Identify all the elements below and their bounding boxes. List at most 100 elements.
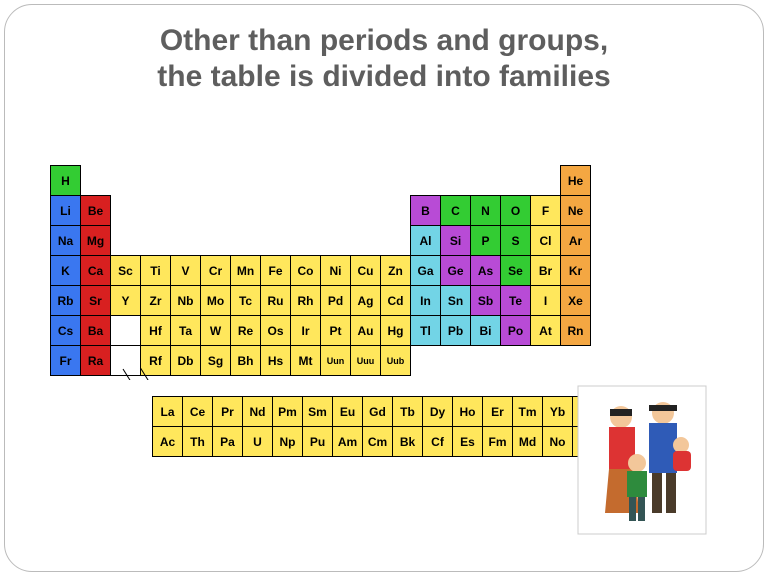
empty-cell	[381, 226, 411, 256]
empty-cell	[141, 196, 171, 226]
element-cell-Cd: Cd	[381, 286, 411, 316]
element-cell-Tc: Tc	[231, 286, 261, 316]
element-cell-K: K	[51, 256, 81, 286]
element-cell-Uun: Uun	[321, 346, 351, 376]
element-cell-Hf: Hf	[141, 316, 171, 346]
element-cell-Er: Er	[483, 397, 513, 427]
element-cell-Co: Co	[291, 256, 321, 286]
periodic-table: HHeLiBeBCNOFNeNaMgAlSiPSClArKCaScTiVCrMn…	[50, 165, 603, 457]
element-cell-Th: Th	[183, 427, 213, 457]
element-cell-Cl: Cl	[531, 226, 561, 256]
element-cell-Al: Al	[411, 226, 441, 256]
element-cell-Ho: Ho	[453, 397, 483, 427]
empty-cell	[141, 166, 171, 196]
empty-cell	[261, 226, 291, 256]
element-cell-Ar: Ar	[561, 226, 591, 256]
element-cell-U: U	[243, 427, 273, 457]
empty-cell	[441, 166, 471, 196]
empty-cell	[321, 196, 351, 226]
empty-cell	[231, 226, 261, 256]
element-cell-Kr: Kr	[561, 256, 591, 286]
element-cell-No: No	[543, 427, 573, 457]
periodic-row: CsBaHfTaWReOsIrPtAuHgTlPbBiPoAtRn	[51, 316, 591, 346]
element-cell-Sr: Sr	[81, 286, 111, 316]
element-cell-Pa: Pa	[213, 427, 243, 457]
element-cell-Ne: Ne	[561, 196, 591, 226]
element-cell-F: F	[531, 196, 561, 226]
element-cell-Fr: Fr	[51, 346, 81, 376]
empty-cell	[111, 196, 141, 226]
element-cell-Yb: Yb	[543, 397, 573, 427]
element-cell-Pd: Pd	[321, 286, 351, 316]
element-cell-Zr: Zr	[141, 286, 171, 316]
slide-frame: Other than periods and groups, the table…	[4, 4, 764, 572]
element-cell-Br: Br	[531, 256, 561, 286]
element-cell-Po: Po	[501, 316, 531, 346]
empty-cell	[201, 226, 231, 256]
periodic-table-fblock: LaCePrNdPmSmEuGdTbDyHoErTmYbLuAcThPaUNpP…	[152, 396, 603, 457]
periodic-row: NaMgAlSiPSClAr	[51, 226, 591, 256]
element-cell-V: V	[171, 256, 201, 286]
element-cell-Db: Db	[171, 346, 201, 376]
element-cell-Fm: Fm	[483, 427, 513, 457]
element-cell-Mn: Mn	[231, 256, 261, 286]
empty-cell	[291, 196, 321, 226]
element-cell-Pm: Pm	[273, 397, 303, 427]
periodic-row: RbSrYZrNbMoTcRuRhPdAgCdInSnSbTeIXe	[51, 286, 591, 316]
element-cell-Au: Au	[351, 316, 381, 346]
title-line-2: the table is divided into families	[157, 60, 610, 93]
empty-cell	[381, 196, 411, 226]
element-cell-Mt: Mt	[291, 346, 321, 376]
title-line-1: Other than periods and groups,	[160, 24, 608, 57]
element-cell-Sb: Sb	[471, 286, 501, 316]
element-cell-Mo: Mo	[201, 286, 231, 316]
element-cell-Tl: Tl	[411, 316, 441, 346]
empty-cell	[471, 346, 501, 376]
element-cell-Hg: Hg	[381, 316, 411, 346]
empty-cell	[321, 226, 351, 256]
empty-cell	[111, 166, 141, 196]
empty-cell	[561, 346, 591, 376]
empty-cell	[231, 166, 261, 196]
empty-cell	[501, 166, 531, 196]
empty-cell	[531, 346, 561, 376]
empty-cell	[351, 226, 381, 256]
periodic-row: FrRaRfDbSgBhHsMtUunUuuUub	[51, 346, 591, 376]
empty-cell	[201, 196, 231, 226]
empty-cell	[261, 166, 291, 196]
element-cell-Pr: Pr	[213, 397, 243, 427]
element-cell-Ir: Ir	[291, 316, 321, 346]
periodic-table-main: HHeLiBeBCNOFNeNaMgAlSiPSClArKCaScTiVCrMn…	[50, 165, 591, 376]
periodic-row: AcThPaUNpPuAmCmBkCfEsFmMdNoLr	[153, 427, 603, 457]
element-cell-Sn: Sn	[441, 286, 471, 316]
element-cell-In: In	[411, 286, 441, 316]
element-cell-Ta: Ta	[171, 316, 201, 346]
empty-cell	[261, 196, 291, 226]
element-cell-Na: Na	[51, 226, 81, 256]
element-cell-B: B	[411, 196, 441, 226]
element-cell-Rf: Rf	[141, 346, 171, 376]
element-cell-Pu: Pu	[303, 427, 333, 457]
element-cell-Zn: Zn	[381, 256, 411, 286]
empty-cell	[171, 166, 201, 196]
element-cell-W: W	[201, 316, 231, 346]
element-cell-Cs: Cs	[51, 316, 81, 346]
element-cell-Sm: Sm	[303, 397, 333, 427]
element-cell-S: S	[501, 226, 531, 256]
empty-cell	[171, 226, 201, 256]
empty-cell	[471, 166, 501, 196]
element-cell-P: P	[471, 226, 501, 256]
element-cell-Dy: Dy	[423, 397, 453, 427]
element-cell-Es: Es	[453, 427, 483, 457]
element-cell-Ba: Ba	[81, 316, 111, 346]
element-cell-Pt: Pt	[321, 316, 351, 346]
empty-cell	[171, 196, 201, 226]
element-cell-Ru: Ru	[261, 286, 291, 316]
element-cell-Os: Os	[261, 316, 291, 346]
element-cell-Cu: Cu	[351, 256, 381, 286]
element-cell-Cf: Cf	[423, 427, 453, 457]
empty-cell	[381, 166, 411, 196]
element-cell-Bk: Bk	[393, 427, 423, 457]
element-cell-Ag: Ag	[351, 286, 381, 316]
element-cell-Xe: Xe	[561, 286, 591, 316]
